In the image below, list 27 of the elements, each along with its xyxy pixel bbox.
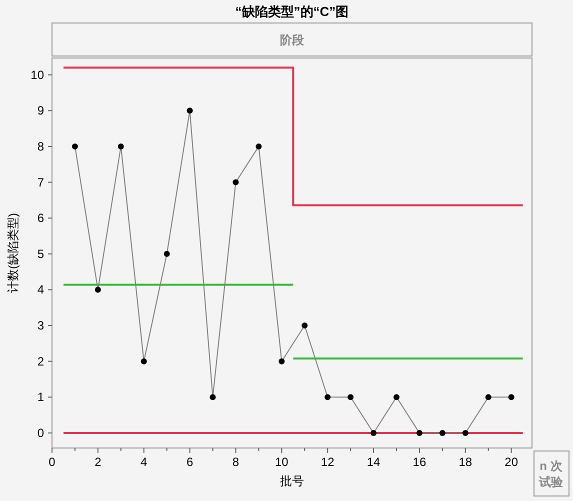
x-tick-label: 4 <box>140 455 148 469</box>
x-axis-title: 批号 <box>280 474 304 488</box>
x-tick-label: 10 <box>274 455 289 469</box>
x-tick-label: 14 <box>366 455 381 469</box>
y-tick-label: 8 <box>37 139 44 154</box>
y-tick-label: 10 <box>30 68 44 82</box>
x-tick-label: 20 <box>504 455 518 469</box>
x-tick-label: 18 <box>458 455 472 469</box>
y-tick-label: 9 <box>37 104 44 118</box>
y-tick-label: 3 <box>37 318 44 333</box>
x-tick-label: 16 <box>412 455 426 469</box>
x-tick-label: 12 <box>320 455 335 469</box>
y-tick-label: 0 <box>37 426 44 440</box>
chart-subtitle: 阶段 <box>280 33 305 47</box>
y-tick-label: 7 <box>37 175 44 190</box>
text: n 次试验 <box>538 459 564 489</box>
x-tick-label: 6 <box>186 455 194 469</box>
x-tick-label: 0 <box>48 455 56 469</box>
chart-title: “缺陷类型”的“C”图 <box>235 4 349 19</box>
y-axis-title: 计数(缺陷类型) <box>6 213 20 293</box>
y-tick-label: 2 <box>37 354 44 368</box>
x-tick-label: 2 <box>94 455 102 469</box>
y-tick-label: 1 <box>37 390 44 404</box>
y-tick-label: 6 <box>37 211 44 226</box>
x-tick-label: 8 <box>232 455 240 469</box>
y-tick-label: 5 <box>37 246 44 261</box>
y-tick-label: 4 <box>37 282 44 297</box>
